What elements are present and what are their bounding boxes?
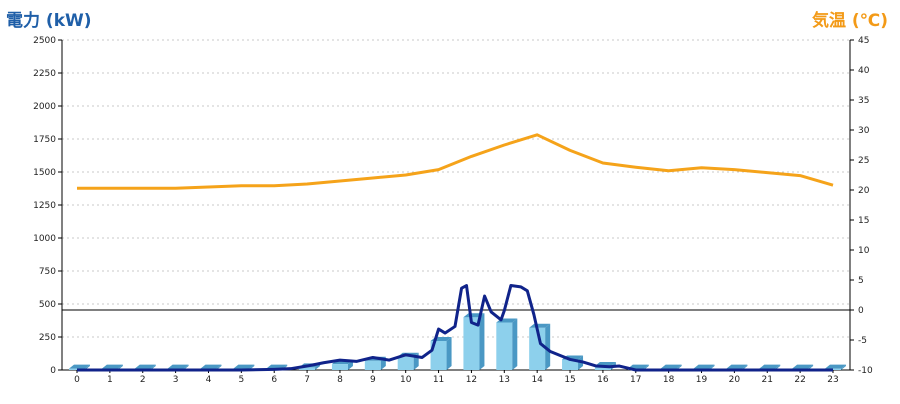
x-tick-label: 2	[140, 375, 146, 385]
bar-top	[69, 364, 90, 369]
x-tick-label: 17	[630, 375, 641, 385]
bar-top	[693, 364, 715, 369]
bar-top	[792, 364, 814, 369]
bar	[364, 360, 381, 370]
bar-top	[134, 364, 156, 369]
right-axis-title: 気温 (℃)	[811, 11, 888, 31]
right-tick-label: 35	[858, 96, 869, 106]
right-tick-label: 40	[858, 66, 870, 76]
left-tick-label: 1500	[33, 168, 56, 178]
x-tick-label: 21	[762, 375, 773, 385]
bar-top	[200, 364, 222, 369]
x-tick-label: 12	[466, 375, 477, 385]
x-tick-label: 1	[107, 375, 113, 385]
x-tick-label: 4	[206, 375, 212, 385]
bar	[430, 340, 447, 370]
right-tick-label: 0	[858, 306, 864, 316]
left-tick-label: 0	[50, 366, 56, 376]
bar	[594, 366, 611, 370]
x-tick-label: 20	[729, 375, 741, 385]
right-tick-label: 25	[858, 156, 869, 166]
x-tick-label: 6	[271, 375, 277, 385]
right-tick-label: 10	[858, 246, 870, 256]
right-tick-label: -10	[858, 366, 873, 376]
x-tick-label: 9	[370, 375, 376, 385]
bar	[299, 367, 316, 370]
x-tick-label: 10	[400, 375, 412, 385]
left-tick-label: 250	[39, 333, 56, 343]
left-tick-label: 2250	[33, 69, 56, 79]
left-tick-label: 1250	[33, 201, 56, 211]
x-tick-label: 18	[663, 375, 675, 385]
right-tick-label: 15	[858, 216, 869, 226]
bar-top	[167, 364, 189, 369]
x-tick-label: 19	[696, 375, 708, 385]
left-tick-label: 2000	[33, 102, 56, 112]
bar-side	[479, 313, 485, 370]
bar	[529, 327, 546, 370]
bar-top	[529, 323, 551, 328]
bar	[463, 317, 480, 370]
x-tick-label: 13	[499, 375, 510, 385]
x-tick-label: 3	[173, 375, 179, 385]
x-tick-label: 8	[337, 375, 343, 385]
bar	[496, 322, 513, 370]
x-tick-label: 23	[827, 375, 838, 385]
left-axis-title: 電力 (kW)	[6, 11, 92, 31]
power-line	[77, 284, 833, 372]
left-tick-label: 1750	[33, 135, 56, 145]
bar-top	[759, 364, 781, 369]
x-tick-label: 15	[564, 375, 575, 385]
bar-top	[101, 364, 123, 369]
bar-top	[660, 364, 682, 369]
x-tick-label: 11	[433, 375, 444, 385]
x-tick-label: 22	[794, 375, 805, 385]
x-tick-label: 14	[531, 375, 543, 385]
bar-top	[825, 364, 846, 369]
bar	[331, 364, 348, 370]
right-tick-label: 5	[858, 276, 864, 286]
bar	[397, 356, 414, 370]
left-tick-label: 750	[39, 267, 56, 277]
temperature-line	[77, 133, 834, 190]
x-tick-label: 5	[238, 375, 244, 385]
right-tick-label: -5	[858, 336, 867, 346]
left-tick-label: 500	[39, 300, 56, 310]
left-tick-label: 2500	[33, 36, 56, 46]
bar-side	[512, 318, 518, 370]
right-tick-label: 20	[858, 186, 870, 196]
bar-side	[841, 364, 846, 370]
x-tick-label: 7	[304, 375, 310, 385]
x-tick-label: 0	[74, 375, 80, 385]
right-tick-label: 45	[858, 36, 869, 46]
bar-side	[446, 336, 452, 370]
bar-top	[627, 364, 649, 369]
bar-top	[233, 364, 255, 369]
x-tick-label: 16	[597, 375, 609, 385]
left-tick-label: 1000	[33, 234, 56, 244]
right-tick-label: 30	[858, 126, 870, 136]
bar-side	[545, 323, 551, 370]
bar-top	[726, 364, 748, 369]
bar	[562, 359, 579, 370]
